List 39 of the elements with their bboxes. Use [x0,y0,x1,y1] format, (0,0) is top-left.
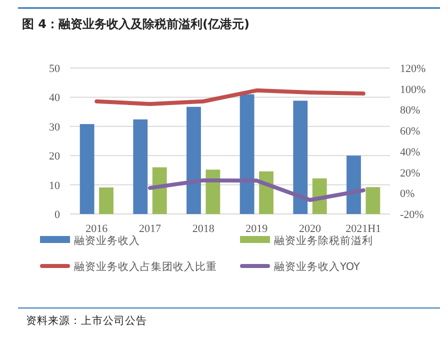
x-tick-label: 2019 [246,223,268,235]
legend-label: 融资业务除税前溢利 [274,234,373,247]
y2-tick-label: 120% [400,63,426,75]
bar [186,106,201,214]
y2-tick-label: 40% [400,146,420,158]
y-tick-label: 20 [49,150,60,163]
y2-tick-label: 80% [400,104,420,117]
line-series [148,178,366,202]
x-tick-label: 2018 [192,223,215,235]
bar [346,156,361,214]
text: 资料来源：上市公司公告 [26,314,147,327]
y2-tick-label: 20% [400,167,420,180]
bar [366,187,380,214]
y2-tick-label: 100% [400,84,426,96]
x-tick-label: 2017 [139,223,162,235]
bar [240,94,254,214]
legend-label: 融资业务收入占集团收入比重 [74,260,217,273]
bar [206,170,220,214]
x-tick-label: 2021H1 [346,223,382,235]
y2-tick-label: -20% [400,209,424,221]
bar [133,119,148,214]
y-tick-label: 40 [49,92,60,104]
y2-tick-label: 0% [400,188,415,200]
y2-tick-label: 60% [400,126,420,138]
legend-label: 融资业务收入 [74,234,140,247]
bar [293,100,308,214]
legend-label: 融资业务收入YOY [274,260,361,273]
x-tick-label: 2016 [86,223,108,235]
y-tick-label: 0 [54,209,60,221]
chart-title: 图 4：融资业务收入及除税前溢利(亿港元) [22,17,250,31]
x-tick-label: 2020 [299,223,322,235]
y-tick-label: 30 [49,121,60,134]
line-series [94,88,366,106]
bar [152,167,167,214]
bar [80,124,94,214]
y-tick-label: 10 [49,180,60,192]
y-tick-label: 50 [49,63,60,75]
bar [259,171,274,214]
bar [99,187,114,214]
